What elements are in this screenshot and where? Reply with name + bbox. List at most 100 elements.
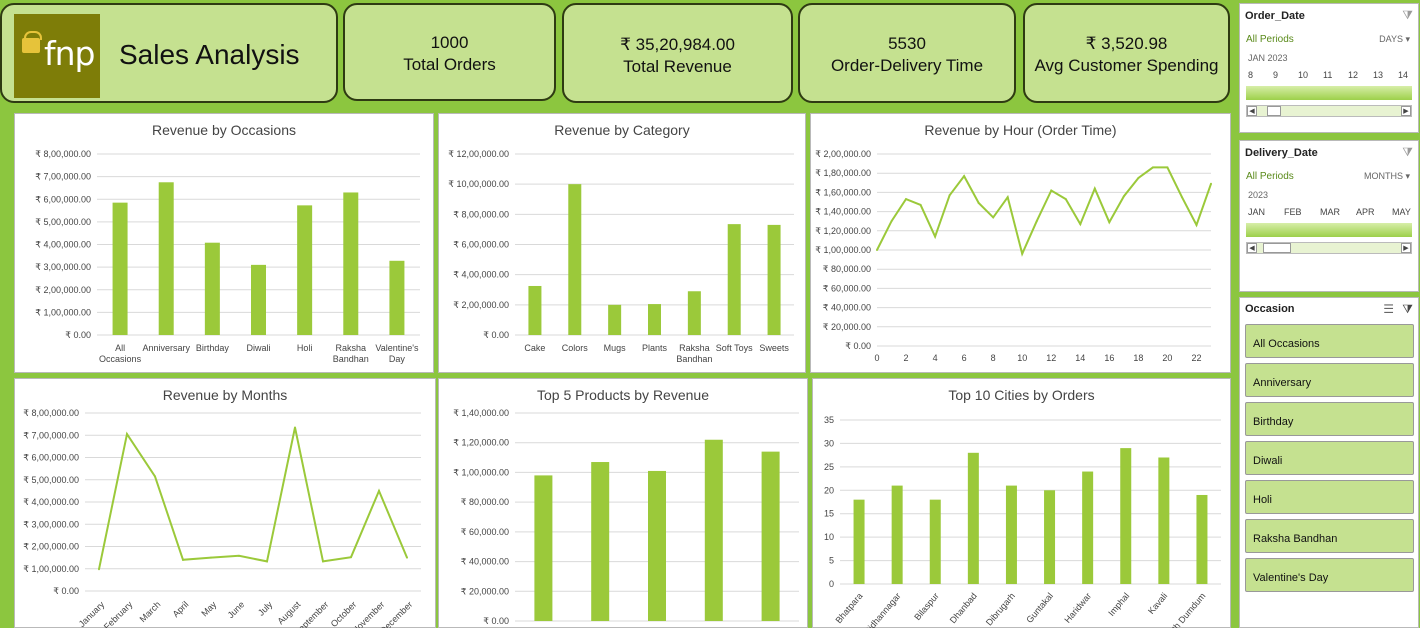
chart-revenue-by-occasions[interactable]: Revenue by Occasions ₹ 0.00 ₹ 1,00,000.00… — [14, 113, 434, 373]
y-tick-label: ₹ 4,00,000.00 — [23, 497, 79, 507]
x-tick-label: 2 — [904, 353, 909, 363]
timeline-label[interactable]: MAR — [1320, 207, 1340, 217]
data-point — [1035, 220, 1038, 223]
timeline-label[interactable]: 8 — [1248, 70, 1254, 80]
data-point — [1195, 224, 1198, 227]
timeline-bar[interactable] — [1246, 86, 1412, 100]
y-tick-label: 5 — [829, 556, 834, 566]
timeline-label[interactable]: 12 — [1348, 70, 1359, 80]
x-tick-label: 18 — [1133, 353, 1143, 363]
x-tick-label: Guntakal — [1024, 591, 1055, 625]
y-tick-label: ₹ 6,00,000.00 — [453, 240, 509, 250]
occasion-item[interactable]: Birthday — [1245, 402, 1414, 436]
granularity-dropdown[interactable]: MONTHS ▾ — [1364, 171, 1410, 182]
y-tick-label: 15 — [824, 509, 834, 519]
y-tick-label: ₹ 7,00,000.00 — [23, 430, 79, 440]
kpi-value: ₹ 3,520.98 — [1085, 34, 1168, 53]
bar — [704, 439, 723, 621]
slicer-title: Order_Date — [1245, 10, 1305, 22]
arrow-left-icon[interactable]: ◀ — [1247, 106, 1257, 116]
data-point — [919, 203, 922, 206]
timeline-label[interactable]: MAY — [1392, 207, 1411, 217]
period-label: 2023 — [1248, 190, 1269, 200]
x-tick-label: Dibrugarh — [984, 591, 1017, 628]
timeline-label[interactable]: 13 — [1373, 70, 1384, 80]
chart-revenue-by-hour[interactable]: Revenue by Hour (Order Time) ₹ 0.00 ₹ 20,… — [810, 113, 1231, 373]
occasion-slicer[interactable]: Occasion ☰ ⧩ All Occasions Anniversary Bir… — [1239, 297, 1419, 628]
y-tick-label: ₹ 1,00,000.00 — [453, 467, 509, 477]
scroll-thumb[interactable] — [1267, 106, 1281, 116]
timeline-label[interactable]: FEB — [1284, 207, 1302, 217]
x-tick-label: 22 — [1191, 353, 1201, 363]
data-point — [182, 558, 184, 561]
x-tick-label: March — [138, 599, 163, 624]
occasion-item[interactable]: Diwali — [1245, 441, 1414, 475]
y-tick-label: 25 — [824, 462, 834, 472]
data-point — [406, 556, 408, 559]
arrow-right-icon[interactable]: ▶ — [1401, 106, 1411, 116]
data-point — [1122, 195, 1125, 198]
timeline-label[interactable]: 11 — [1323, 70, 1333, 80]
data-point — [1137, 177, 1140, 179]
data-point — [1093, 187, 1096, 190]
occasion-item[interactable]: All Occasions — [1245, 324, 1414, 358]
y-tick-label: ₹ 10,00,000.00 — [448, 179, 509, 189]
y-tick-label: ₹ 5,00,000.00 — [35, 217, 91, 227]
x-tick-label: Anniversary — [142, 343, 190, 353]
chart-title: Revenue by Occasions — [152, 122, 296, 138]
x-tick-label: 10 — [1017, 353, 1027, 363]
y-tick-label: ₹ 8,00,000.00 — [23, 408, 79, 418]
bar — [1082, 471, 1094, 584]
y-tick-label: ₹ 1,40,000.00 — [815, 207, 871, 217]
kpi-total-orders: 1000 Total Orders — [343, 3, 556, 101]
chart-revenue-by-months[interactable]: Revenue by Months ₹ 0.00 ₹ 1,00,000.00 ₹ 2… — [14, 378, 436, 628]
y-tick-label: ₹ 1,60,000.00 — [815, 187, 871, 197]
timeline-scrollbar[interactable]: ◀ ▶ — [1246, 105, 1412, 117]
bar — [204, 242, 220, 335]
scroll-thumb[interactable] — [1263, 243, 1291, 253]
x-tick-label: Sweets — [759, 343, 789, 353]
chart-revenue-by-category[interactable]: Revenue by Category ₹ 0.00 ₹ 2,00,000.00 ₹… — [438, 113, 806, 373]
granularity-dropdown[interactable]: DAYS ▾ — [1379, 34, 1410, 45]
y-tick-label: ₹ 4,00,000.00 — [453, 270, 509, 280]
order-date-timeline[interactable]: Order_Date ⧩ All Periods DAYS ▾ JAN 2023… — [1239, 3, 1419, 133]
data-point — [1210, 182, 1212, 185]
timeline-scrollbar[interactable]: ◀ ▶ — [1246, 242, 1412, 254]
data-point — [1108, 221, 1111, 224]
arrow-right-icon[interactable]: ▶ — [1401, 243, 1411, 253]
y-tick-label: ₹ 12,00,000.00 — [448, 149, 509, 159]
x-tick-label: Raksha — [679, 343, 710, 353]
delivery-date-timeline[interactable]: Delivery_Date ⧩ All Periods MONTHS ▾ 202… — [1239, 140, 1419, 292]
filter-clear-icon[interactable]: ⧩ — [1402, 8, 1413, 22]
timeline-label[interactable]: 14 — [1398, 70, 1409, 80]
x-tick-label: Valentine's — [375, 343, 419, 353]
occasion-item[interactable]: Holi — [1245, 480, 1414, 514]
arrow-left-icon[interactable]: ◀ — [1247, 243, 1257, 253]
filter-clear-icon[interactable]: ⧩ — [1402, 145, 1413, 159]
occasion-item[interactable]: Anniversary — [1245, 363, 1414, 397]
chart-top5-products[interactable]: Top 5 Products by Revenue ₹ 0.00 ₹ 20,000… — [438, 378, 808, 628]
filter-clear-icon[interactable]: ⧩ — [1402, 302, 1413, 316]
x-tick-label: Bandhan — [676, 354, 712, 364]
chart-top10-cities[interactable]: Top 10 Cities by Orders 0 5 10 15 20 25 30 35 Bh… — [812, 378, 1231, 628]
timeline-bar[interactable] — [1246, 223, 1412, 237]
bar — [389, 260, 405, 335]
chart-title: Revenue by Category — [554, 122, 690, 138]
timeline-label[interactable]: 10 — [1298, 70, 1309, 80]
x-tick-label: 8 — [991, 353, 996, 363]
occasion-item[interactable]: Raksha Bandhan — [1245, 519, 1414, 553]
y-tick-label: ₹ 40,000.00 — [823, 303, 871, 313]
occasion-item[interactable]: Valentine's Day — [1245, 558, 1414, 592]
y-tick-label: ₹ 1,80,000.00 — [815, 168, 871, 178]
y-tick-label: ₹ 1,00,000.00 — [815, 245, 871, 255]
chart-canvas: ₹ 0.00 ₹ 1,00,000.00 ₹ 2,00,000.00 ₹ 3,00,0… — [23, 408, 421, 628]
y-tick-label: ₹ 1,20,000.00 — [453, 438, 509, 448]
data-point — [1021, 252, 1024, 255]
timeline-label[interactable]: 9 — [1273, 70, 1279, 80]
bar — [767, 224, 781, 335]
timeline-label[interactable]: APR — [1356, 207, 1375, 217]
timeline-label[interactable]: JAN — [1248, 207, 1266, 217]
y-tick-label: ₹ 1,00,000.00 — [35, 307, 91, 317]
multiselect-icon[interactable]: ☰ — [1383, 302, 1394, 316]
data-point — [126, 433, 128, 436]
